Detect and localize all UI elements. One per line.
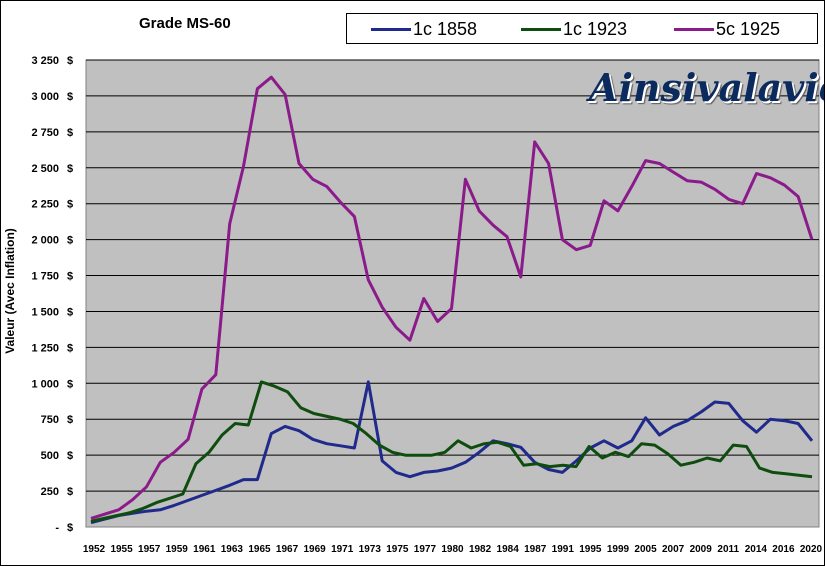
x-tick-label: 1971: [331, 544, 354, 555]
x-tick-label: 2007: [662, 544, 685, 555]
y-tick-unit: $: [67, 199, 73, 211]
legend-label: 1c 1923: [563, 19, 628, 39]
y-tick-label: 1 250: [31, 342, 59, 354]
x-tick-label: 1961: [193, 544, 216, 555]
y-tick-unit: $: [67, 127, 73, 139]
y-tick-label: 1 000: [31, 378, 59, 390]
y-tick-label: 2 500: [31, 163, 59, 175]
y-tick-label: 2 750: [31, 127, 59, 139]
x-tick-label: 1967: [276, 544, 299, 555]
x-tick-label: 1987: [524, 544, 547, 555]
series-line-1c-1858: [90, 380, 814, 525]
y-tick-label: 250: [41, 486, 59, 498]
legend-label: 1c 1858: [413, 19, 478, 39]
y-tick-unit: $: [67, 414, 73, 426]
legend-swatch: [371, 28, 411, 31]
y-tick-unit: $: [67, 55, 73, 67]
y-tick-unit: $: [67, 163, 73, 175]
series-line-5c-1925: [90, 75, 814, 520]
x-tick-label: 1965: [248, 544, 271, 555]
x-tick-label: 1973: [359, 544, 382, 555]
y-tick-unit: $: [67, 271, 73, 283]
x-tick-label: 1977: [414, 544, 437, 555]
watermark-logo: Ainsivalavie: [589, 65, 825, 110]
x-tick-label: 1975: [386, 544, 409, 555]
legend-swatch: [674, 28, 714, 31]
x-tick-label: 2014: [745, 544, 768, 555]
series-lines: [90, 75, 814, 525]
y-tick-label: 2 000: [31, 235, 59, 247]
x-tick-label: 1969: [303, 544, 326, 555]
x-tick-label: 1980: [441, 544, 464, 555]
y-tick-unit: $: [67, 342, 73, 354]
y-tick-unit: $: [67, 306, 73, 318]
x-tick-label: 1999: [607, 544, 630, 555]
x-tick-label: 1952: [83, 544, 106, 555]
x-tick-label: 2005: [634, 544, 657, 555]
x-tick-label: 1957: [138, 544, 161, 555]
x-tick-label: 1963: [221, 544, 244, 555]
y-tick-label: 2 250: [31, 199, 59, 211]
y-tick-unit: $: [67, 522, 73, 534]
x-tick-label: 1955: [110, 544, 133, 555]
gridlines: [86, 59, 819, 492]
y-tick-label: 500: [41, 450, 59, 462]
x-tick-label: 2016: [772, 544, 795, 555]
y-tick-label: 750: [41, 414, 59, 426]
y-tick-label: 1 750: [31, 271, 59, 283]
legend: 1c 1858 1c 1923 5c 1925: [346, 13, 818, 44]
x-tick-label: 2020: [800, 544, 823, 555]
x-tick-label: 1995: [579, 544, 602, 555]
x-tick-label: 1984: [497, 544, 520, 555]
chart-title: Grade MS-60: [139, 15, 231, 32]
y-tick-label: -: [55, 522, 59, 534]
legend-label: 5c 1925: [716, 19, 781, 39]
y-tick-unit: $: [67, 91, 73, 103]
y-tick-unit: $: [67, 450, 73, 462]
x-tick-label: 1982: [469, 544, 492, 555]
x-tick-label: 1959: [166, 544, 189, 555]
y-axis-ticks: - $250 $500 $750 $1 000 $1 250 $1 500 $1 750 $2 …: [31, 55, 73, 534]
x-tick-label: 2011: [717, 544, 739, 555]
y-tick-unit: $: [67, 378, 73, 390]
x-axis-ticks: 1952 1955 1957 1959 1961 1963 1965 1967 1969 1971…: [83, 544, 823, 555]
series-line-1c-1923: [90, 380, 813, 523]
y-tick-label: 3 250: [31, 55, 59, 67]
y-tick-label: 1 500: [31, 306, 59, 318]
y-axis-label: Valeur (Avec Inflation): [3, 228, 17, 354]
y-tick-unit: $: [67, 486, 73, 498]
x-tick-label: 1991: [552, 544, 575, 555]
y-tick-unit: $: [67, 235, 73, 247]
x-tick-label: 2009: [690, 544, 713, 555]
y-tick-label: 3 000: [31, 91, 59, 103]
legend-swatch: [521, 28, 561, 31]
